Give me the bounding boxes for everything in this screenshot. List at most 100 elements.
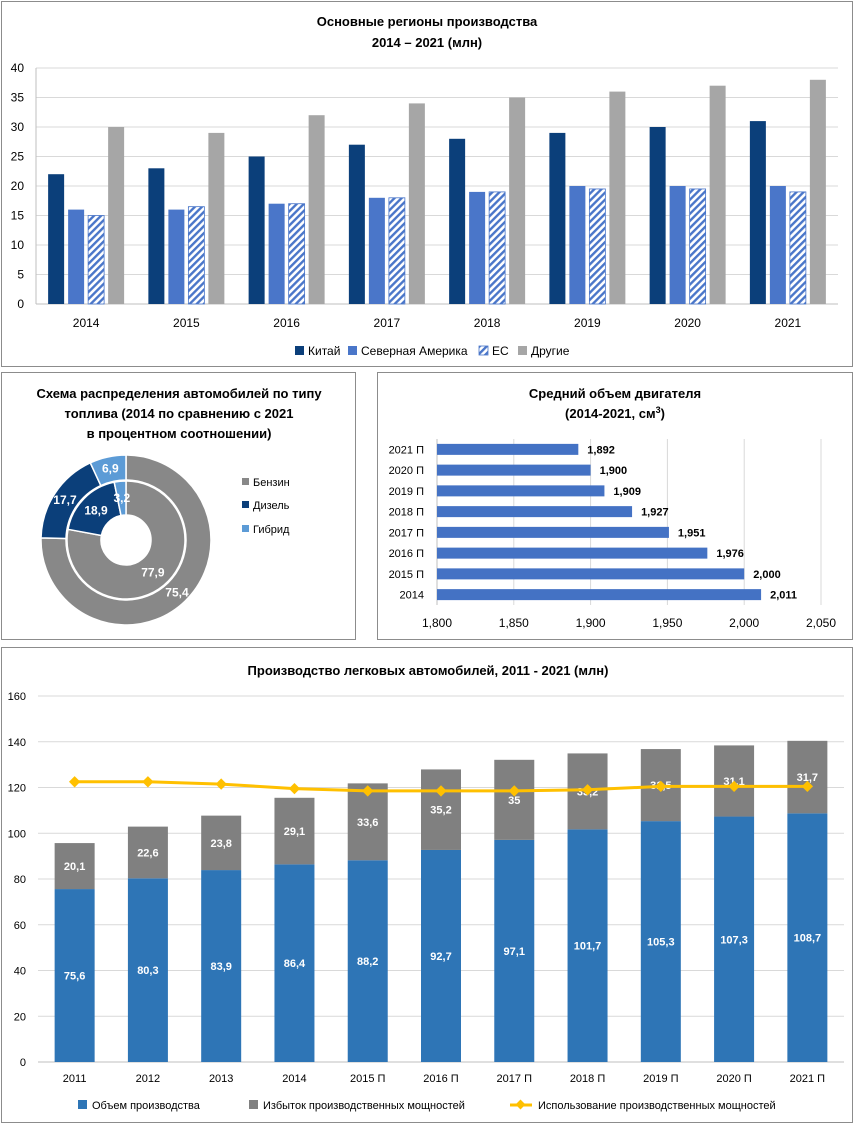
production-label: 83,9 [210, 961, 231, 973]
x-tick-label: 2013 [209, 1073, 233, 1085]
production-label: 97,1 [504, 946, 525, 958]
overcapacity-bar [787, 740, 828, 814]
bar-north-america [769, 186, 786, 304]
y-tick-label: 160 [8, 691, 26, 703]
utilization-point [68, 776, 81, 788]
bar-north-america [168, 209, 185, 304]
legend-label: Другие [531, 344, 570, 358]
bar-other [408, 103, 425, 305]
outer-label: 6,9 [102, 462, 119, 476]
x-tick-label: 2021 [775, 316, 802, 330]
x-tick-label: 2016 [273, 316, 300, 330]
x-tick-label: 2,000 [729, 616, 759, 630]
bar-china [549, 132, 566, 304]
production-bar [494, 839, 535, 1062]
outer-slice [40, 454, 212, 626]
bar-eu [588, 188, 606, 305]
x-tick-label: 2021 П [790, 1073, 826, 1085]
bar-other [509, 97, 526, 304]
x-tick-label: 2020 П [716, 1073, 752, 1085]
production-label: 101,7 [574, 941, 602, 953]
x-tick-label: 2012 [136, 1073, 160, 1085]
overcapacity-bar [127, 826, 168, 879]
x-tick-label: 1,950 [652, 616, 682, 630]
y-tick-label: 80 [14, 874, 26, 886]
x-tick-label: 1,850 [499, 616, 529, 630]
utilization-point [508, 785, 520, 797]
outer-label: 17,7 [53, 493, 77, 507]
overcapacity-label: 29,1 [284, 826, 305, 838]
y-tick-label: 15 [11, 209, 25, 223]
x-tick-label: 2011 [63, 1073, 87, 1085]
utilization-point [435, 785, 447, 797]
bar-north-america [368, 197, 385, 304]
production-chart-panel: Производство легковых автомобилей, 2011 … [1, 647, 853, 1123]
x-tick-label: 2,050 [806, 616, 836, 630]
production-bar [127, 878, 168, 1062]
production-bar [567, 829, 608, 1062]
fuel-chart-title-line-3: в процентном соотношении) [87, 426, 272, 441]
bar-china [48, 174, 65, 304]
y-tick-label: 20 [11, 179, 25, 193]
legend-swatch [78, 1100, 87, 1109]
bar-north-america [469, 191, 486, 304]
bar-china [649, 127, 666, 304]
bar-eu [488, 191, 506, 305]
fuel-chart-title-line-1: Схема распределения автомобилей по типу [36, 386, 322, 401]
overcapacity-label: 22,6 [137, 847, 158, 859]
y-tick-label: 0 [17, 297, 24, 311]
inner-label: 77,9 [141, 565, 165, 579]
engine-chart-subtitle-end: ) [661, 406, 665, 421]
inner-slice [66, 480, 186, 600]
legend-swatch [249, 1100, 258, 1109]
legend-label: Объем производства [92, 1100, 201, 1112]
overcapacity-label: 33,6 [357, 817, 378, 829]
legend-label: Избыток производственных мощностей [263, 1100, 465, 1112]
legend-label: Использование производственных мощностей [538, 1100, 776, 1112]
engine-bar [437, 443, 579, 455]
data-label: 2,000 [753, 569, 781, 581]
production-label: 105,3 [647, 937, 675, 949]
bar-north-america [569, 186, 586, 304]
regions-chart: Основные регионы производства 2014 – 202… [11, 14, 838, 358]
x-tick-label: 2014 [73, 316, 100, 330]
production-label: 86,4 [284, 958, 306, 970]
legend-label: Дизель [253, 500, 290, 512]
utilization-point [288, 782, 301, 795]
engine-bar [437, 526, 669, 538]
y-tick-label: 0 [20, 1057, 26, 1069]
production-bar [201, 870, 242, 1062]
overcapacity-label: 35,2 [430, 805, 451, 817]
overcapacity-label: 23,8 [210, 838, 231, 850]
engine-chart-subtitle-sup: 3 [656, 405, 661, 415]
overcapacity-label: 20,1 [64, 861, 85, 873]
y-tick-label: 2017 П [389, 527, 425, 539]
y-tick-label: 100 [8, 828, 26, 840]
x-tick-label: 2014 [282, 1073, 306, 1085]
data-label: 1,892 [587, 444, 615, 456]
x-tick-label: 2016 П [423, 1073, 459, 1085]
y-tick-label: 2021 П [389, 444, 425, 456]
utilization-point [581, 784, 594, 796]
regions-chart-panel: Основные регионы производства 2014 – 202… [1, 1, 853, 367]
engine-bar [437, 485, 605, 497]
fuel-plot: 75,4 17,7 6,9 77,9 18,9 3,2 Бензин Дизель Гибрид [40, 454, 290, 626]
legend-label: Гибрид [253, 524, 290, 536]
x-tick-label: 1,900 [576, 616, 606, 630]
bar-china [449, 138, 466, 304]
y-tick-label: 2016 П [389, 548, 425, 560]
bar-china [348, 144, 365, 304]
inner-label: 3,2 [113, 491, 130, 505]
x-tick-label: 2019 [574, 316, 601, 330]
bar-north-america [68, 209, 85, 304]
y-tick-label: 20 [14, 1011, 26, 1023]
production-bar [347, 860, 388, 1062]
production-bar [54, 889, 95, 1062]
y-tick-label: 40 [11, 61, 25, 75]
data-label: 1,951 [678, 527, 706, 539]
data-label: 1,976 [716, 548, 744, 560]
engine-bar [437, 568, 745, 580]
inner-label: 18,9 [84, 504, 108, 518]
bar-other [609, 91, 626, 304]
x-tick-label: 2015 П [350, 1073, 386, 1085]
